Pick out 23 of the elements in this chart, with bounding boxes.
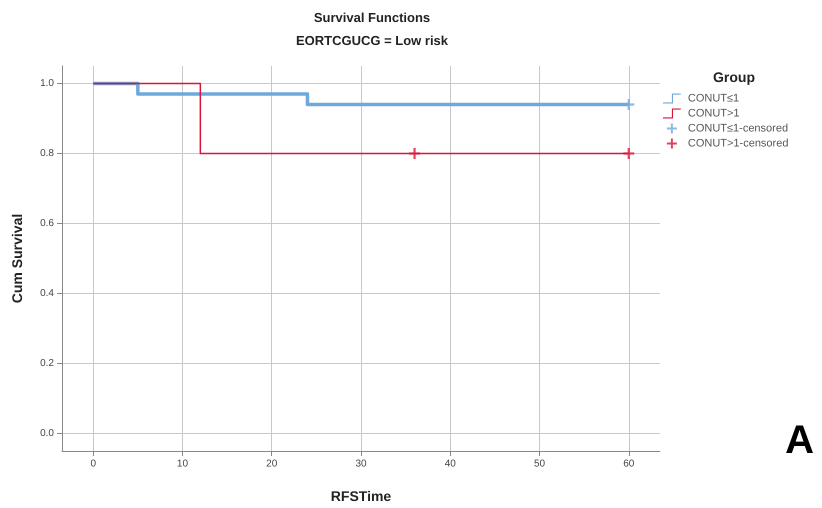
x-tick-label: 60 <box>623 458 635 470</box>
x-tick-label: 30 <box>355 458 367 470</box>
text: A <box>785 418 814 462</box>
legend-title: Group <box>713 69 755 85</box>
chart-title: Survival Functions <box>314 10 430 25</box>
x-axis-title: RFSTime <box>330 488 392 504</box>
y-axis-title: Cum Survival <box>9 214 25 304</box>
y-tick-label: 0.6 <box>40 218 54 229</box>
y-tick-label: 0.4 <box>40 288 54 299</box>
x-tick-label: 50 <box>534 458 546 470</box>
x-tick-label: 10 <box>176 458 188 470</box>
y-tick-label: 0.0 <box>40 428 54 439</box>
legend-label: CONUT≤1-censored <box>688 122 788 134</box>
y-tick-label: 0.2 <box>40 358 54 369</box>
chart-subtitle: EORTCGUCG = Low risk <box>296 33 449 48</box>
y-tick-label: 1.0 <box>40 78 54 89</box>
legend-label: CONUT≤1 <box>688 92 740 104</box>
legend-label: CONUT>1 <box>688 108 740 120</box>
x-tick-label: 40 <box>444 458 456 470</box>
legend-label: CONUT>1-censored <box>688 138 788 150</box>
y-tick-label: 0.8 <box>40 148 54 159</box>
x-tick-label: 20 <box>266 458 278 470</box>
x-tick-label: 0 <box>90 458 96 470</box>
